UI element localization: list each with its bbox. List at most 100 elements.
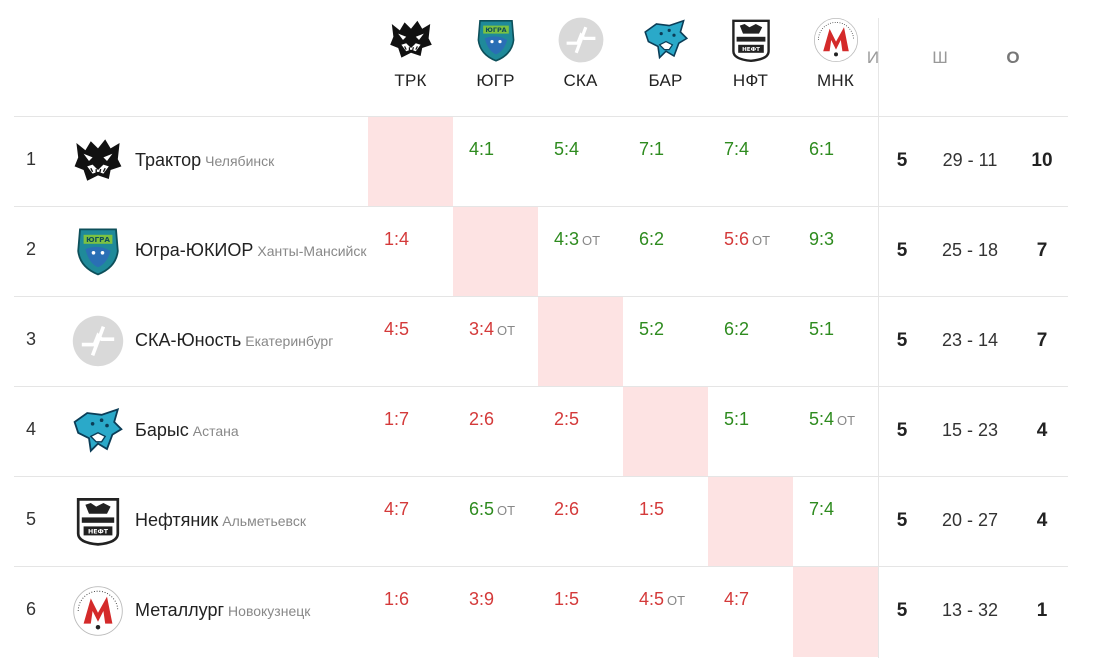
header-team-0[interactable]: ТРК (368, 14, 453, 91)
ugra-logo-icon[interactable]: ЮГРА (70, 223, 126, 279)
match-result-cell[interactable]: 4:7 (368, 477, 453, 567)
header-team-4[interactable]: НЕФТ НФТ (708, 14, 793, 91)
stat-goals: 20 - 27 (941, 510, 999, 530)
match-result-cell[interactable]: 1:7 (368, 387, 453, 477)
match-result-cell[interactable]: 6:2 (623, 207, 708, 297)
position: 6 (26, 599, 37, 619)
tiger-logo-icon[interactable] (70, 133, 126, 189)
match-score: 5:4 (554, 139, 579, 160)
team-name-link[interactable]: Барыс Астана (135, 420, 239, 441)
match-result-cell[interactable]: 2:5 (538, 387, 623, 477)
match-result-cell[interactable]: 4:5 (368, 297, 453, 387)
header-team-5[interactable]: МНК (793, 14, 878, 91)
team-abbr: НФТ (732, 71, 769, 90)
match-result-cell[interactable]: 4:7 (708, 567, 793, 657)
self-match-cell (368, 117, 453, 207)
header-stat-games[interactable]: И (866, 48, 880, 67)
stat-goals: 15 - 23 (941, 420, 999, 440)
team-abbr: БАР (648, 71, 683, 90)
match-result-cell[interactable]: 1:6 (368, 567, 453, 657)
match-result-cell[interactable]: 4:1 (453, 117, 538, 207)
position: 5 (26, 509, 37, 529)
header-stat-points[interactable]: О (1006, 48, 1020, 67)
metallurg-logo-icon (810, 14, 862, 66)
team-name: Югра-ЮКИОР (135, 240, 254, 260)
match-result-cell[interactable]: 5:1 (708, 387, 793, 477)
match-result-cell[interactable]: 7:1 (623, 117, 708, 207)
score-value: 6:1 (809, 139, 835, 159)
team-city: Астана (192, 423, 239, 439)
score-value: 4:5 (639, 589, 665, 609)
team-name-link[interactable]: Трактор Челябинск (135, 150, 274, 171)
match-result-cell[interactable]: 7:4 (708, 117, 793, 207)
team-name-link[interactable]: Металлург Новокузнецк (135, 600, 310, 621)
self-match-cell (708, 477, 793, 567)
match-result-cell[interactable]: 9:3 (793, 207, 878, 297)
team-abbr: СКА (563, 71, 598, 90)
score-value: 5:6 (724, 229, 750, 249)
team-name: Трактор (135, 150, 202, 170)
match-result-cell[interactable]: 5:4 (538, 117, 623, 207)
match-result-cell[interactable]: 2:6 (453, 387, 538, 477)
score-value: 7:4 (724, 139, 750, 159)
team-city: Ханты-Мансийск (257, 243, 367, 259)
match-result-cell[interactable]: 5:6 ОТ (708, 207, 793, 297)
score-value: 1:4 (384, 229, 410, 249)
header-team-1[interactable]: ЮГРА ЮГР (453, 14, 538, 91)
barys-logo-icon[interactable] (70, 403, 126, 459)
team-name-link[interactable]: Югра-ЮКИОР Ханты-Мансийск (135, 240, 367, 261)
match-score: 5:1 (809, 319, 834, 340)
table-row[interactable]: 6 Металлург Новокузнецк 1:6 3:9 1:5 4:5 ОТ 4:7 5… (14, 566, 1068, 657)
match-result-cell[interactable]: 6:1 (793, 117, 878, 207)
match-result-cell[interactable]: 6:5 ОТ (453, 477, 538, 567)
ska-placeholder-logo-icon[interactable] (70, 313, 126, 369)
neftyanik-logo-icon: НЕФТ (725, 14, 777, 66)
match-result-cell[interactable]: 5:1 (793, 297, 878, 387)
match-result-cell[interactable]: 5:4 ОТ (793, 387, 878, 477)
score-value: 1:7 (384, 409, 410, 429)
match-score: 1:5 (639, 499, 664, 520)
match-result-cell[interactable]: 1:4 (368, 207, 453, 297)
match-score: 4:1 (469, 139, 494, 160)
match-result-cell[interactable]: 6:2 (708, 297, 793, 387)
match-result-cell[interactable]: 4:3 ОТ (538, 207, 623, 297)
tiger-logo-icon (385, 14, 437, 66)
score-value: 4:3 (554, 229, 580, 249)
match-result-cell[interactable]: 1:5 (538, 567, 623, 657)
table-row[interactable]: 2 ЮГРА Югра-ЮКИОР Ханты-Мансийск 1:4 4:3 ОТ 6… (14, 206, 1068, 297)
stat-goals: 25 - 18 (941, 240, 999, 260)
header-team-3[interactable]: БАР (623, 14, 708, 91)
neftyanik-logo-icon[interactable]: НЕФТ (70, 493, 126, 549)
score-value: 9:3 (809, 229, 835, 249)
team-name-link[interactable]: Нефтяник Альметьевск (135, 510, 306, 531)
team-name: Нефтяник (135, 510, 219, 530)
header-team-2[interactable]: СКА (538, 14, 623, 91)
header-stat-goals[interactable]: Ш (932, 48, 948, 67)
metallurg-logo-icon[interactable] (70, 583, 126, 639)
match-score: 1:5 (554, 589, 579, 610)
match-score: 4:7 (384, 499, 409, 520)
match-result-cell[interactable]: 1:5 (623, 477, 708, 567)
match-result-cell[interactable]: 4:5 ОТ (623, 567, 708, 657)
svg-text:ЮГРА: ЮГРА (86, 235, 110, 244)
match-score: 2:6 (554, 499, 579, 520)
match-result-cell[interactable]: 5:2 (623, 297, 708, 387)
position: 1 (26, 149, 37, 169)
self-match-cell (623, 387, 708, 477)
match-result-cell[interactable]: 7:4 (793, 477, 878, 567)
match-result-cell[interactable]: 3:9 (453, 567, 538, 657)
table-row[interactable]: 5 НЕФТ Нефтяник Альметьевск 4:7 6:5 ОТ 2:6 1:5… (14, 476, 1068, 567)
divider (878, 18, 879, 658)
overtime-mark: ОТ (582, 233, 601, 248)
match-result-cell[interactable]: 3:4 ОТ (453, 297, 538, 387)
position: 4 (26, 419, 37, 439)
score-value: 7:4 (809, 499, 835, 519)
table-row[interactable]: 3 СКА-Юность Екатеринбург 4:5 3:4 ОТ 5:2 6:2 5:… (14, 296, 1068, 387)
match-result-cell[interactable]: 2:6 (538, 477, 623, 567)
score-value: 2:5 (554, 409, 580, 429)
self-match-cell (453, 207, 538, 297)
team-name-link[interactable]: СКА-Юность Екатеринбург (135, 330, 333, 351)
table-row[interactable]: 1 Трактор Челябинск 4:1 5:4 7:1 7:4 6:1 5 29 - 1… (14, 116, 1068, 207)
table-row[interactable]: 4 Барыс Астана 1:7 2:6 2:5 5:1 5:4 ОТ 5 15 - 23 4 (14, 386, 1068, 477)
score-value: 4:7 (384, 499, 410, 519)
